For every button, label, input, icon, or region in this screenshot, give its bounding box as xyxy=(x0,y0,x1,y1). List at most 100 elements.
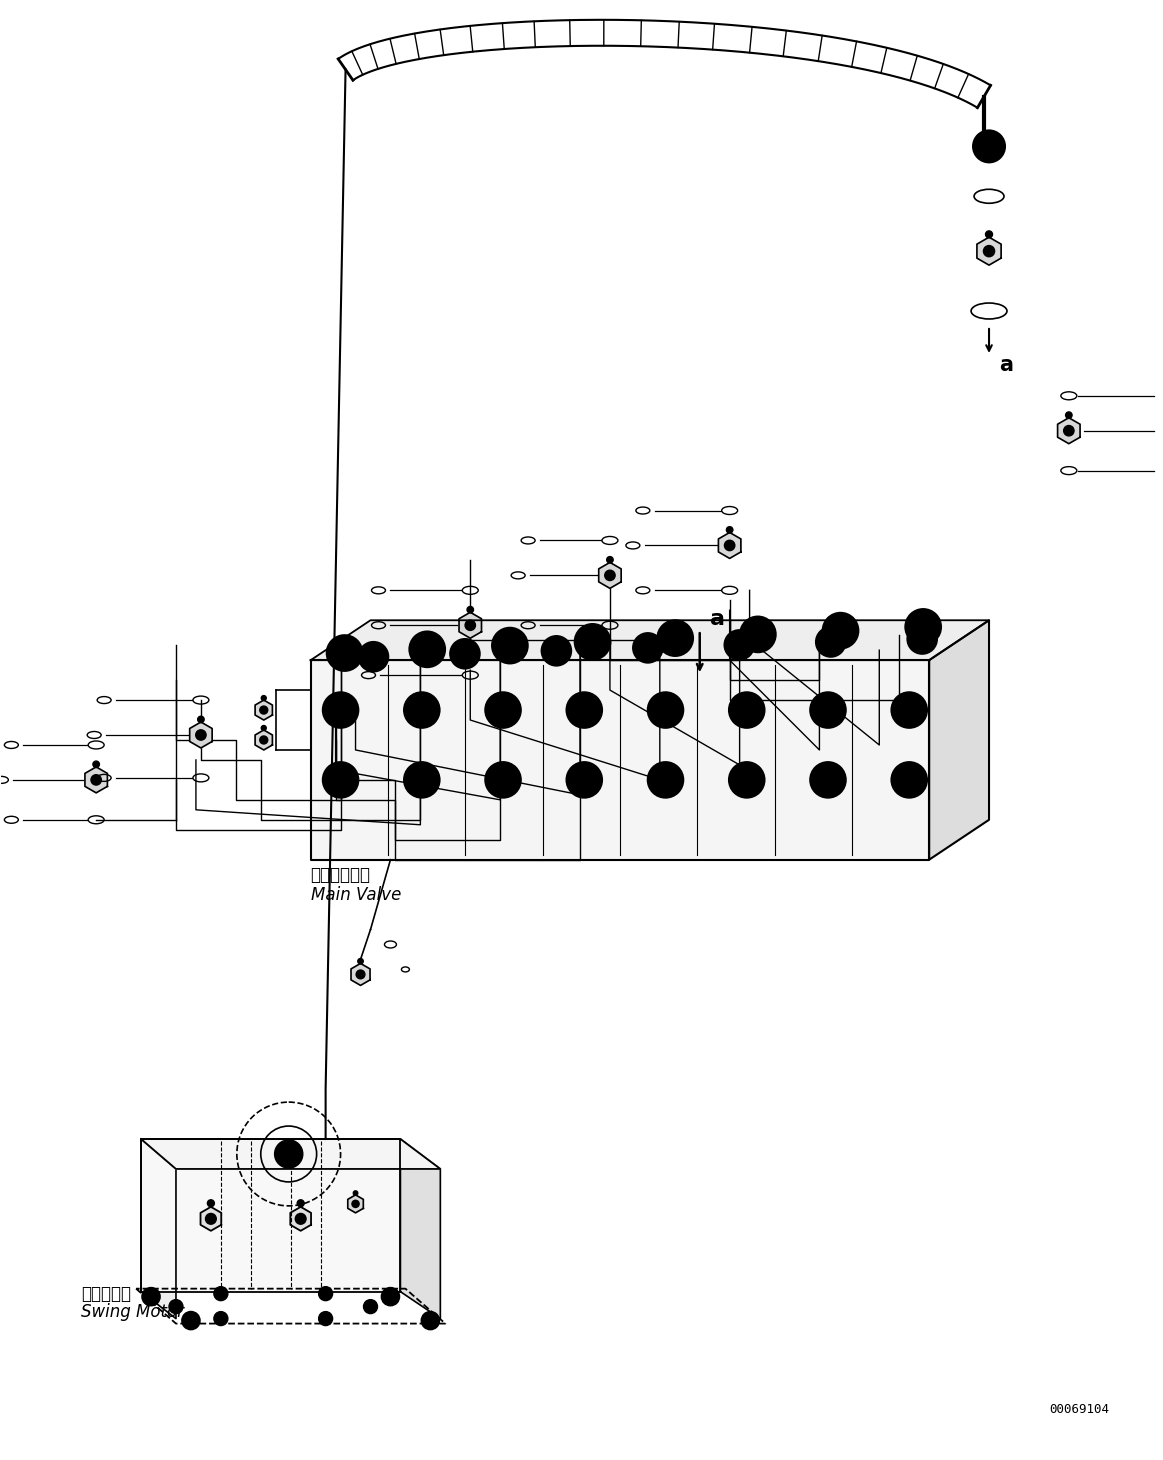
Circle shape xyxy=(742,705,751,715)
Circle shape xyxy=(905,609,941,645)
Circle shape xyxy=(809,692,846,729)
Circle shape xyxy=(633,632,663,663)
Circle shape xyxy=(498,775,508,785)
Circle shape xyxy=(91,775,101,785)
Text: メインバルブ: メインバルブ xyxy=(311,866,371,883)
Circle shape xyxy=(207,1200,214,1206)
Circle shape xyxy=(818,701,839,720)
Circle shape xyxy=(93,761,99,768)
Circle shape xyxy=(259,736,267,745)
Circle shape xyxy=(818,769,839,790)
Circle shape xyxy=(416,705,427,715)
Polygon shape xyxy=(141,1139,400,1292)
Circle shape xyxy=(661,775,671,785)
Circle shape xyxy=(1064,425,1073,437)
Circle shape xyxy=(665,628,685,648)
Circle shape xyxy=(830,620,850,641)
Circle shape xyxy=(262,695,266,701)
Circle shape xyxy=(823,705,833,715)
Circle shape xyxy=(352,1200,359,1207)
Circle shape xyxy=(327,635,363,672)
Circle shape xyxy=(732,637,748,653)
Polygon shape xyxy=(348,1194,363,1213)
Circle shape xyxy=(274,1140,302,1168)
Circle shape xyxy=(656,701,676,720)
Circle shape xyxy=(262,726,266,730)
Polygon shape xyxy=(255,701,272,720)
Circle shape xyxy=(737,701,757,720)
Polygon shape xyxy=(291,1207,311,1231)
Circle shape xyxy=(358,959,363,964)
Circle shape xyxy=(752,629,763,639)
Circle shape xyxy=(815,626,846,657)
Circle shape xyxy=(485,762,521,797)
Polygon shape xyxy=(351,964,370,986)
Text: Swing Motor: Swing Motor xyxy=(81,1302,184,1321)
Circle shape xyxy=(330,701,350,720)
Circle shape xyxy=(147,1292,155,1301)
Circle shape xyxy=(809,762,846,797)
Circle shape xyxy=(468,606,473,613)
Polygon shape xyxy=(85,766,107,793)
Circle shape xyxy=(142,1288,160,1305)
Circle shape xyxy=(181,1311,200,1330)
Circle shape xyxy=(336,705,345,715)
Circle shape xyxy=(729,692,765,729)
Circle shape xyxy=(737,769,757,790)
Circle shape xyxy=(579,705,590,715)
Circle shape xyxy=(492,628,528,663)
Circle shape xyxy=(725,540,735,550)
Polygon shape xyxy=(459,612,481,638)
Text: a: a xyxy=(709,609,725,629)
Circle shape xyxy=(742,775,751,785)
Circle shape xyxy=(500,635,520,656)
Circle shape xyxy=(740,616,776,653)
Circle shape xyxy=(368,1304,373,1310)
Circle shape xyxy=(984,245,994,257)
Circle shape xyxy=(214,1286,228,1301)
Circle shape xyxy=(835,626,846,635)
Circle shape xyxy=(648,692,684,729)
Circle shape xyxy=(980,137,998,155)
Circle shape xyxy=(493,769,513,790)
Text: a: a xyxy=(999,355,1013,375)
Circle shape xyxy=(575,701,594,720)
Circle shape xyxy=(904,705,914,715)
Circle shape xyxy=(913,618,933,637)
Circle shape xyxy=(457,645,473,661)
Circle shape xyxy=(657,620,693,656)
Polygon shape xyxy=(190,723,212,748)
Circle shape xyxy=(583,632,602,651)
Polygon shape xyxy=(977,237,1001,266)
Polygon shape xyxy=(1057,418,1080,444)
Circle shape xyxy=(822,634,839,650)
Polygon shape xyxy=(136,1289,445,1324)
Circle shape xyxy=(322,762,358,797)
Circle shape xyxy=(259,707,267,714)
Circle shape xyxy=(549,642,564,658)
Circle shape xyxy=(725,629,755,660)
Circle shape xyxy=(340,648,350,658)
Polygon shape xyxy=(311,620,989,660)
Circle shape xyxy=(670,634,680,642)
Circle shape xyxy=(498,705,508,715)
Circle shape xyxy=(319,1311,333,1326)
Circle shape xyxy=(607,556,613,564)
Circle shape xyxy=(195,730,206,740)
Polygon shape xyxy=(255,730,272,750)
Circle shape xyxy=(365,648,381,664)
Circle shape xyxy=(354,1191,358,1196)
Polygon shape xyxy=(400,1139,441,1318)
Circle shape xyxy=(450,639,480,669)
Circle shape xyxy=(575,769,594,790)
Circle shape xyxy=(899,769,919,790)
Circle shape xyxy=(493,701,513,720)
Circle shape xyxy=(418,639,437,660)
Circle shape xyxy=(322,1315,329,1321)
Circle shape xyxy=(330,769,350,790)
Circle shape xyxy=(322,1291,329,1296)
Circle shape xyxy=(412,769,431,790)
Circle shape xyxy=(823,775,833,785)
Circle shape xyxy=(356,969,365,978)
Circle shape xyxy=(169,1299,183,1314)
